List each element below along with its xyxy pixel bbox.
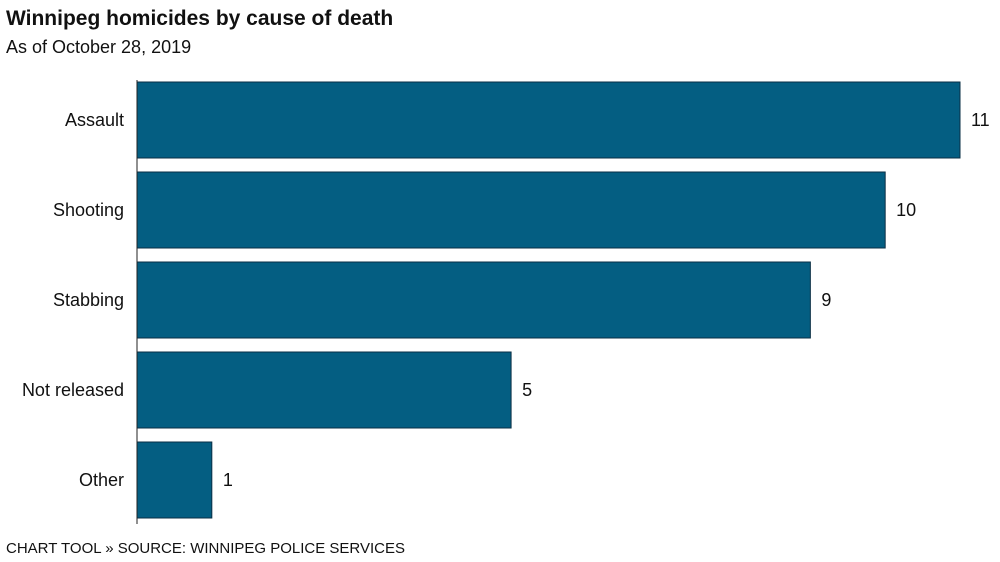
category-label: Assault (65, 110, 124, 130)
source-footer: CHART TOOL » SOURCE: WINNIPEG POLICE SER… (6, 540, 405, 557)
category-label: Stabbing (53, 290, 124, 310)
category-label: Other (79, 470, 124, 490)
chart-subtitle: As of October 28, 2019 (6, 37, 192, 57)
bars-layer: Assault 11 Shooting 10 Stabbing 9 Not released… (22, 81, 990, 519)
bar-assault (136, 81, 961, 159)
category-label: Not released (22, 380, 124, 400)
bar-shooting (136, 171, 886, 249)
data-label: 1 (223, 470, 233, 490)
data-label: 10 (896, 200, 916, 220)
category-label: Shooting (53, 200, 124, 220)
bar-stabbing (136, 261, 811, 339)
data-label: 11 (971, 110, 990, 130)
bar-not-released (136, 351, 512, 429)
chart-title: Winnipeg homicides by cause of death (6, 7, 394, 30)
data-label: 9 (821, 290, 831, 310)
bar-other (136, 441, 213, 519)
data-label: 5 (522, 380, 532, 400)
